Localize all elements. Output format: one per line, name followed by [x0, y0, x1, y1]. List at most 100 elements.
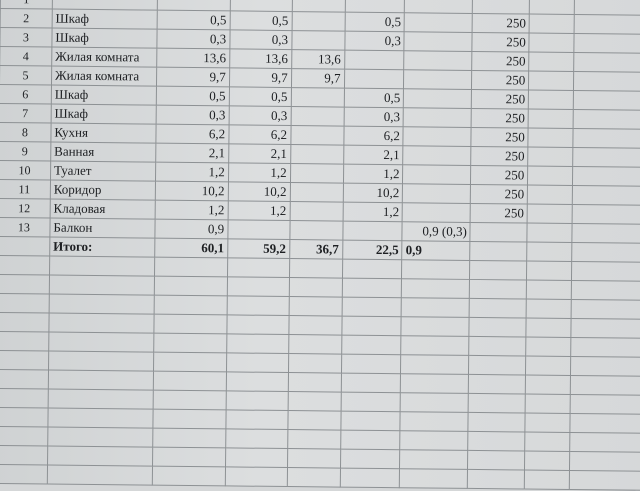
empty-cell [226, 371, 289, 392]
area-cell: 10,2 [227, 181, 291, 202]
area-cell: 250 [471, 89, 529, 110]
empty-cell [226, 314, 289, 335]
area-cell [527, 223, 573, 243]
area-cell: 0,5 [229, 10, 292, 31]
empty-cell [0, 369, 49, 390]
area-cell: 1,2 [228, 162, 291, 183]
area-cell [289, 201, 343, 222]
empty-cell [341, 316, 402, 336]
area-cell: 2,1 [155, 143, 229, 163]
empty-cell [153, 314, 227, 334]
empty-cell [401, 316, 470, 337]
area-cell: 250 [471, 70, 529, 91]
empty-cell [154, 276, 228, 296]
total-cell [526, 242, 573, 262]
area-cell: 9,7 [156, 67, 230, 87]
row-number: 7 [0, 103, 52, 124]
area-cell [402, 202, 471, 223]
empty-cell [570, 413, 640, 434]
area-cell: 13,6 [229, 48, 292, 69]
empty-cell [49, 294, 155, 315]
empty-cell [225, 390, 288, 411]
area-cell [344, 0, 405, 13]
area-cell: 1,2 [343, 164, 404, 184]
area-cell: 0,5 [344, 12, 405, 32]
empty-cell [153, 295, 228, 315]
room-name: Ванная [50, 142, 156, 163]
area-cell [404, 31, 473, 52]
area-cell [528, 109, 574, 129]
area-cell: 250 [472, 13, 530, 34]
total-cell: 22,5 [342, 240, 403, 260]
area-cell [573, 90, 640, 111]
area-cell [529, 0, 575, 15]
empty-cell [0, 312, 50, 333]
total-cell [470, 241, 528, 262]
area-cell: 0,5 [156, 10, 230, 30]
empty-cell [570, 356, 640, 377]
room-name: Кладовая [49, 199, 156, 220]
empty-cell [226, 295, 289, 316]
empty-cell [399, 468, 468, 489]
total-cell: 36,7 [289, 239, 343, 260]
empty-cell [288, 353, 342, 374]
empty-cell [48, 313, 154, 334]
row-number [0, 236, 50, 257]
area-cell [402, 164, 472, 185]
empty-cell [400, 354, 470, 375]
room-name: Туалет [50, 161, 156, 182]
empty-cell [288, 315, 342, 336]
area-cell [289, 220, 343, 241]
room-name: Шкаф [51, 9, 158, 30]
empty-cell [467, 469, 525, 490]
empty-cell [571, 299, 640, 320]
empty-cell [399, 449, 469, 470]
empty-cell [225, 409, 288, 430]
area-cell [528, 52, 575, 72]
empty-cell [288, 334, 342, 355]
empty-cell [152, 390, 227, 410]
empty-cell [0, 407, 49, 428]
empty-cell [571, 261, 640, 282]
area-cell [572, 204, 640, 225]
empty-cell [48, 389, 154, 410]
empty-cell [525, 375, 571, 395]
area-cell: 2,1 [343, 145, 404, 165]
area-cell [529, 14, 575, 34]
empty-cell [0, 388, 49, 409]
empty-cell [225, 466, 288, 487]
area-cell: 0,5 [228, 86, 292, 107]
empty-cell [154, 257, 228, 277]
area-cell [344, 50, 405, 70]
room-name: Шкаф [51, 28, 157, 49]
row-number: 4 [0, 46, 52, 67]
empty-cell [287, 429, 341, 450]
empty-cell [48, 370, 154, 391]
area-cell [527, 147, 574, 167]
area-cell: 6,2 [343, 126, 404, 146]
total-cell: 0,9 [402, 240, 471, 261]
area-cell [574, 14, 640, 35]
area-cell [403, 145, 472, 166]
empty-cell [226, 352, 289, 373]
empty-cell [342, 259, 403, 279]
empty-cell [341, 278, 402, 298]
empty-cell [526, 299, 572, 319]
empty-cell [401, 278, 470, 299]
empty-cell [152, 447, 226, 467]
area-cell [289, 182, 344, 203]
empty-cell [569, 432, 640, 453]
empty-cell [341, 335, 402, 355]
area-cell: 0,3 [155, 105, 229, 125]
area-cell [403, 107, 472, 128]
empty-cell [47, 427, 153, 448]
empty-cell [467, 450, 525, 471]
empty-cell [525, 356, 571, 376]
area-cell: 10,2 [342, 183, 403, 203]
empty-cell [468, 431, 526, 452]
area-cell [290, 87, 344, 108]
empty-cell [341, 354, 402, 374]
area-cell: 0,3 [343, 107, 404, 127]
room-name: Коридор [50, 180, 156, 201]
area-cell [470, 222, 528, 243]
